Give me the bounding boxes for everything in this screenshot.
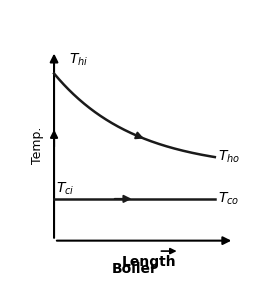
Text: $T_{co}$: $T_{co}$ bbox=[218, 191, 239, 207]
Text: Temp.: Temp. bbox=[31, 127, 44, 164]
Text: Length: Length bbox=[121, 255, 176, 269]
Text: $T_{ci}$: $T_{ci}$ bbox=[56, 181, 74, 197]
Text: $T_{ho}$: $T_{ho}$ bbox=[218, 149, 240, 165]
Text: $T_{hi}$: $T_{hi}$ bbox=[68, 52, 88, 68]
Text: Boiler: Boiler bbox=[111, 263, 157, 276]
